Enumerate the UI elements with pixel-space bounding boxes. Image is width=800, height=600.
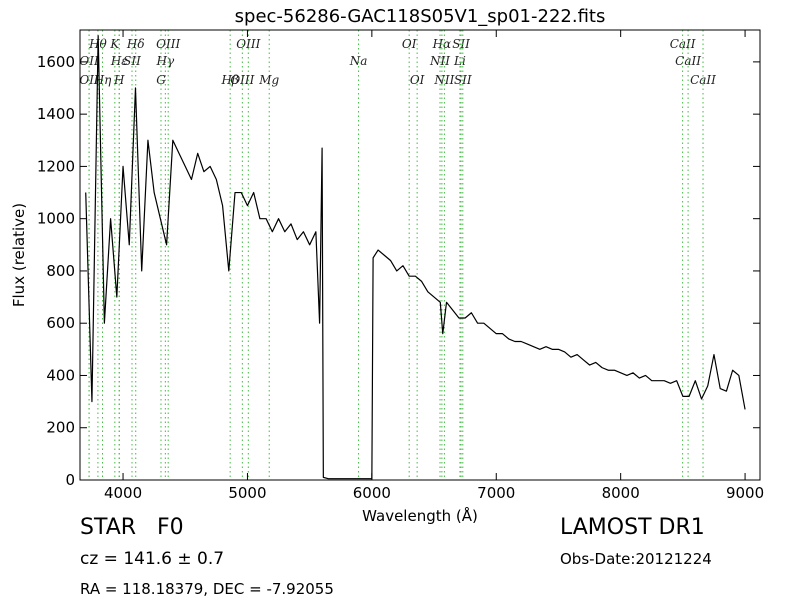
spectral-line-label: Hη bbox=[93, 73, 112, 87]
y-tick-label: 1400 bbox=[37, 105, 75, 123]
spectral-line-label: K bbox=[109, 37, 120, 51]
spectral-line-label: Na bbox=[349, 54, 368, 68]
spectral-line-label: Hγ bbox=[156, 54, 175, 68]
spectral-line-label: OIII bbox=[236, 37, 260, 51]
spectral-line-label: CaII bbox=[675, 54, 701, 68]
spectral-line-label: OI bbox=[410, 73, 425, 87]
spectral-line-label: Li bbox=[453, 54, 466, 68]
spectral-line-label: SII bbox=[452, 37, 470, 51]
spectral-line-label: G bbox=[156, 73, 166, 87]
y-tick-label: 800 bbox=[46, 262, 75, 280]
x-tick-label: 4000 bbox=[104, 484, 142, 502]
plot-frame bbox=[79, 29, 761, 481]
y-tick-label: 1000 bbox=[37, 210, 75, 228]
object-class: STAR F0 bbox=[80, 515, 184, 540]
spectral-line-label: Hδ bbox=[126, 37, 145, 51]
spectral-line-label: NII bbox=[433, 73, 454, 87]
redshift: cz = 141.6 ± 0.7 bbox=[80, 549, 224, 569]
y-tick-label: 200 bbox=[46, 419, 75, 437]
spectral-line-label: CaII bbox=[670, 37, 696, 51]
x-tick-label: 5000 bbox=[228, 484, 266, 502]
spectral-line-label: SII bbox=[123, 54, 141, 68]
y-tick-label: 600 bbox=[46, 314, 75, 332]
y-axis-label: Flux (relative) bbox=[10, 203, 28, 307]
y-tick-label: 0 bbox=[65, 471, 75, 489]
spectral-line-label: CaII bbox=[690, 73, 716, 87]
spectral-line-label: Hε bbox=[110, 54, 128, 68]
y-tick-label: 1600 bbox=[37, 53, 75, 71]
spectral-line-label: NII bbox=[429, 54, 450, 68]
spectrum-line bbox=[85, 35, 746, 480]
spectral-line-label: OII bbox=[79, 54, 99, 68]
x-axis-label: Wavelength (Å) bbox=[362, 506, 478, 525]
spectral-line-label: H bbox=[113, 73, 125, 87]
x-tick-label: 8000 bbox=[602, 484, 640, 502]
x-tick-label: 7000 bbox=[477, 484, 515, 502]
y-tick-label: 400 bbox=[46, 366, 75, 384]
spectral-line-label: OII bbox=[79, 73, 99, 87]
spectral-line-label: Hβ bbox=[220, 73, 238, 87]
coordinates: RA = 118.18379, DEC = -7.92055 bbox=[80, 580, 334, 598]
y-tick-label: 1200 bbox=[37, 157, 75, 175]
chart-title: spec-56286-GAC118S05V1_sp01-222.fits bbox=[235, 6, 606, 27]
x-tick-label: 6000 bbox=[353, 484, 391, 502]
obs-date: Obs-Date:20121224 bbox=[560, 550, 712, 568]
spectral-line-label: OIII bbox=[230, 73, 254, 87]
spectral-line-label: Hα bbox=[432, 37, 452, 51]
spectral-line-label: OIII bbox=[156, 37, 180, 51]
survey: LAMOST DR1 bbox=[560, 515, 705, 540]
spectral-line-label: OI bbox=[402, 37, 417, 51]
spectral-line-label: SII bbox=[454, 73, 472, 87]
spectral-line-label: Mg bbox=[258, 73, 279, 87]
x-tick-label: 9000 bbox=[726, 484, 764, 502]
